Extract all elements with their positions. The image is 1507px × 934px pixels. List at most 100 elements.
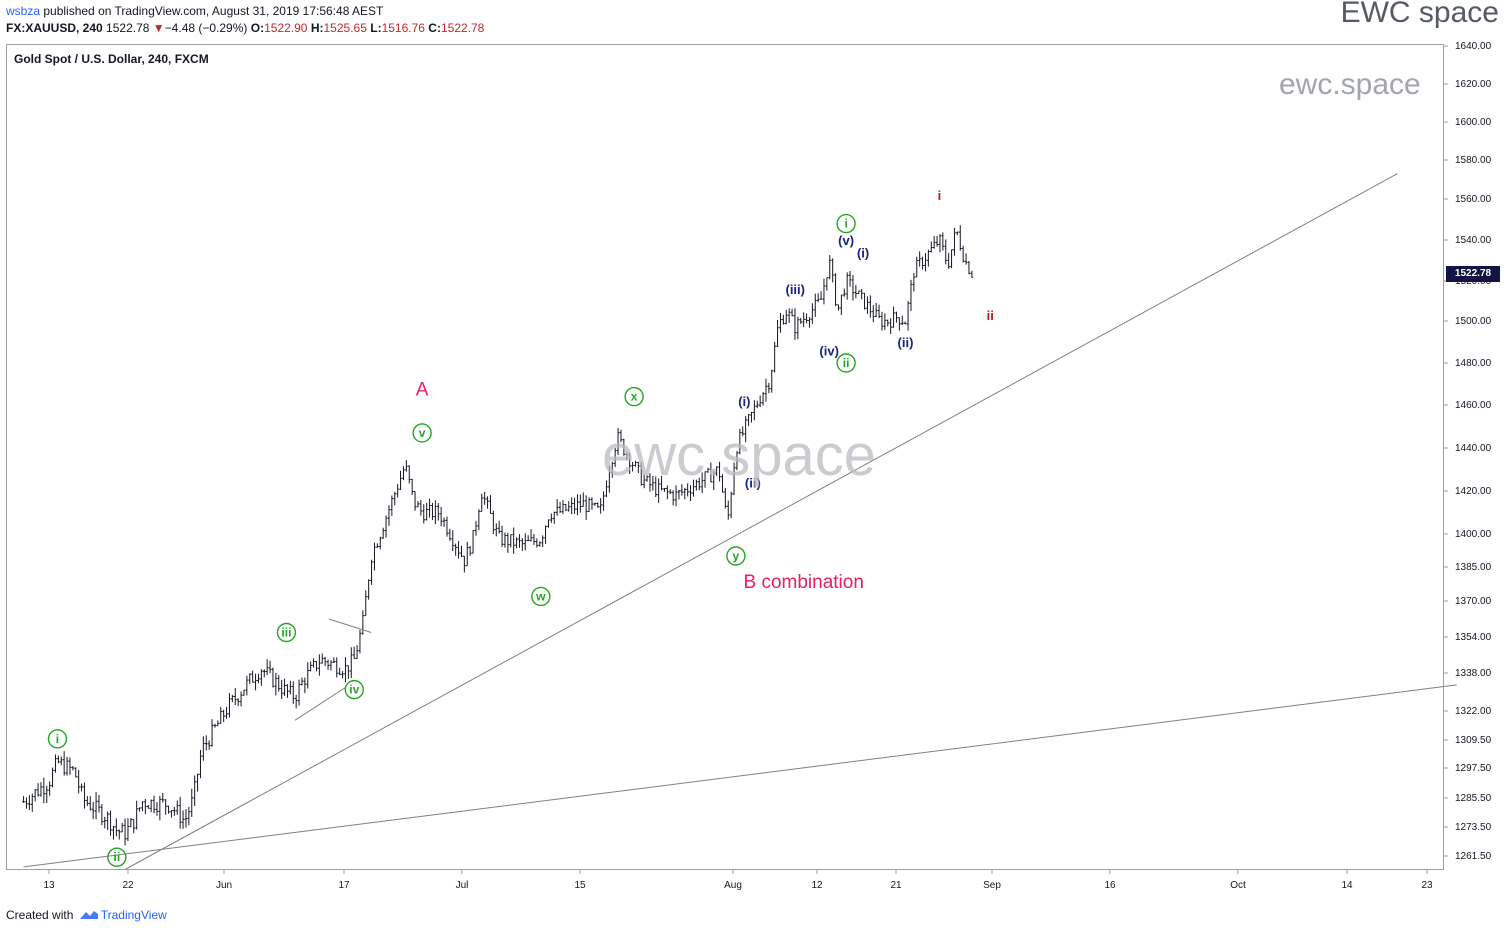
price-bar	[883, 313, 887, 331]
price-bar	[848, 270, 852, 287]
price-bar	[648, 473, 652, 492]
y-tick-label: 1273.50	[1455, 822, 1492, 833]
price-bar	[909, 279, 913, 311]
wave-text: (ii)	[745, 475, 761, 490]
author-link[interactable]: wsbza	[6, 4, 41, 18]
x-tick-label: 16	[1104, 880, 1116, 891]
wave-text: ii	[987, 308, 994, 323]
price-bar	[262, 669, 266, 678]
price-bar	[442, 517, 446, 527]
y-tick-label: 1297.50	[1455, 763, 1492, 774]
price-bar	[419, 500, 423, 516]
price-bar	[28, 795, 31, 811]
high-value: 1525.65	[323, 21, 367, 35]
wave-circle	[276, 622, 297, 643]
y-tick-label: 1580.00	[1455, 155, 1492, 166]
price-bar	[381, 527, 385, 539]
price-bar	[660, 475, 663, 491]
price-bar	[387, 505, 391, 526]
price-bar	[741, 426, 745, 437]
price-bar	[352, 646, 356, 660]
price-bar	[941, 232, 945, 251]
y-tick-label: 1500.00	[1455, 316, 1492, 327]
price-bar	[390, 495, 394, 516]
price-bar	[808, 317, 811, 328]
x-tick-label: Aug	[724, 880, 742, 891]
trendlines	[23, 173, 1457, 870]
price-bar	[770, 369, 774, 393]
wave-text: i	[938, 188, 942, 203]
wave-text: (v)	[838, 233, 854, 248]
price-bar	[547, 519, 550, 528]
price-bar	[869, 295, 872, 318]
price-bar	[152, 795, 156, 814]
price-bar	[715, 466, 718, 476]
wave-circle	[344, 679, 364, 700]
price-bar	[454, 543, 457, 556]
x-tick-label: 12	[811, 880, 823, 891]
price-bar	[782, 314, 785, 325]
y-tick-label: 1620.00	[1455, 79, 1492, 90]
price-bar	[242, 689, 246, 696]
price-bar	[964, 253, 968, 265]
low-label: L:	[370, 21, 382, 35]
wave-label: (i)	[857, 245, 869, 260]
price-bar	[465, 541, 469, 567]
price-bar	[405, 460, 408, 472]
price-bar	[222, 709, 225, 723]
price-bar	[967, 261, 971, 275]
wave-text: ii	[843, 356, 850, 370]
price-bar	[219, 706, 223, 724]
price-bar	[190, 788, 194, 817]
x-tick-label: 15	[574, 880, 586, 891]
price-bar	[912, 273, 916, 292]
price-bar	[329, 660, 333, 671]
price-bar	[529, 529, 533, 542]
price-bar	[431, 502, 434, 520]
price-bar	[642, 474, 646, 489]
wave-label: i	[836, 213, 856, 234]
wave-text: w	[535, 589, 546, 603]
y-tick-label: 1460.00	[1455, 400, 1492, 411]
price-bar	[619, 429, 623, 443]
price-bar	[631, 461, 634, 472]
wave-text: (i)	[738, 394, 750, 409]
price-bar	[39, 782, 43, 797]
price-bar	[929, 241, 933, 253]
price-bar	[486, 496, 489, 509]
price-bar	[144, 798, 147, 815]
price-bar	[837, 304, 840, 311]
wave-label: (ii)	[745, 475, 761, 490]
chart-pane[interactable]	[6, 44, 1444, 870]
price-bar	[187, 806, 191, 826]
wave-label: iv	[344, 679, 364, 700]
price-bar	[207, 740, 211, 750]
price-bar	[880, 311, 884, 331]
price-bar	[341, 671, 344, 679]
wave-label: iii	[276, 622, 297, 643]
price-bar	[506, 532, 510, 553]
price-bar	[106, 811, 109, 830]
price-bar	[425, 502, 428, 521]
price-bar	[924, 253, 927, 272]
price-bar	[657, 478, 660, 503]
price-bar	[83, 782, 86, 809]
price-bar	[552, 511, 556, 524]
price-bar	[236, 698, 240, 707]
price-bar	[773, 341, 776, 373]
price-bar	[755, 400, 759, 409]
price-bar	[126, 818, 130, 842]
price-bar	[564, 504, 568, 512]
wave-label: (v)	[838, 233, 854, 248]
price-bar	[289, 680, 292, 695]
price-bar	[74, 767, 78, 778]
price-bar	[610, 461, 614, 478]
price-bar	[436, 503, 440, 521]
price-bar	[300, 677, 304, 686]
wave-label: i	[938, 188, 942, 203]
wave-text: (iii)	[785, 282, 805, 297]
price-bar	[309, 661, 312, 672]
price-bar	[326, 659, 330, 670]
tradingview-link[interactable]: TradingView	[100, 908, 167, 922]
price-bar	[233, 687, 237, 706]
